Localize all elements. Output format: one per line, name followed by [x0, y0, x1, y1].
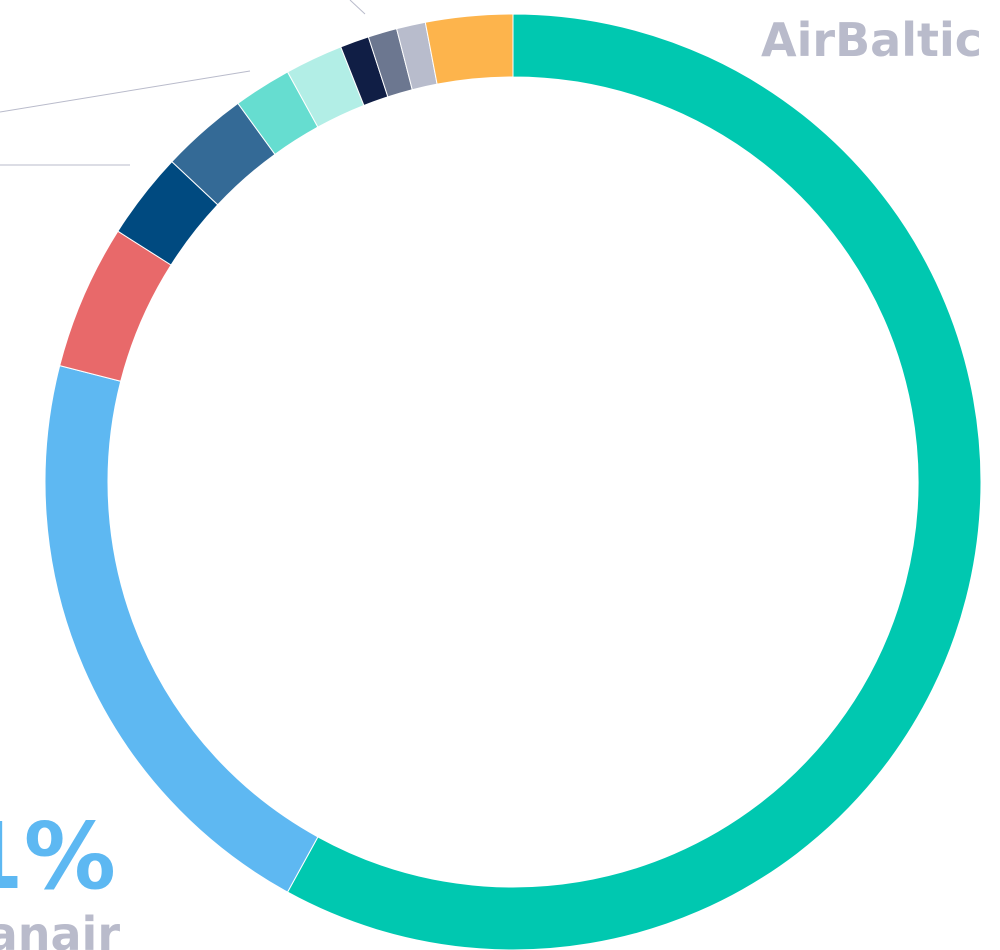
leader-line	[0, 70, 251, 113]
segment-label: Ryanair	[0, 907, 120, 950]
donut-segment	[424, 13, 514, 85]
leader-line	[349, 0, 366, 15]
segment-value-label: 21%	[0, 803, 116, 910]
donut	[44, 13, 982, 950]
donut-segment	[286, 13, 982, 950]
segment-label: AirBaltic	[761, 13, 982, 67]
